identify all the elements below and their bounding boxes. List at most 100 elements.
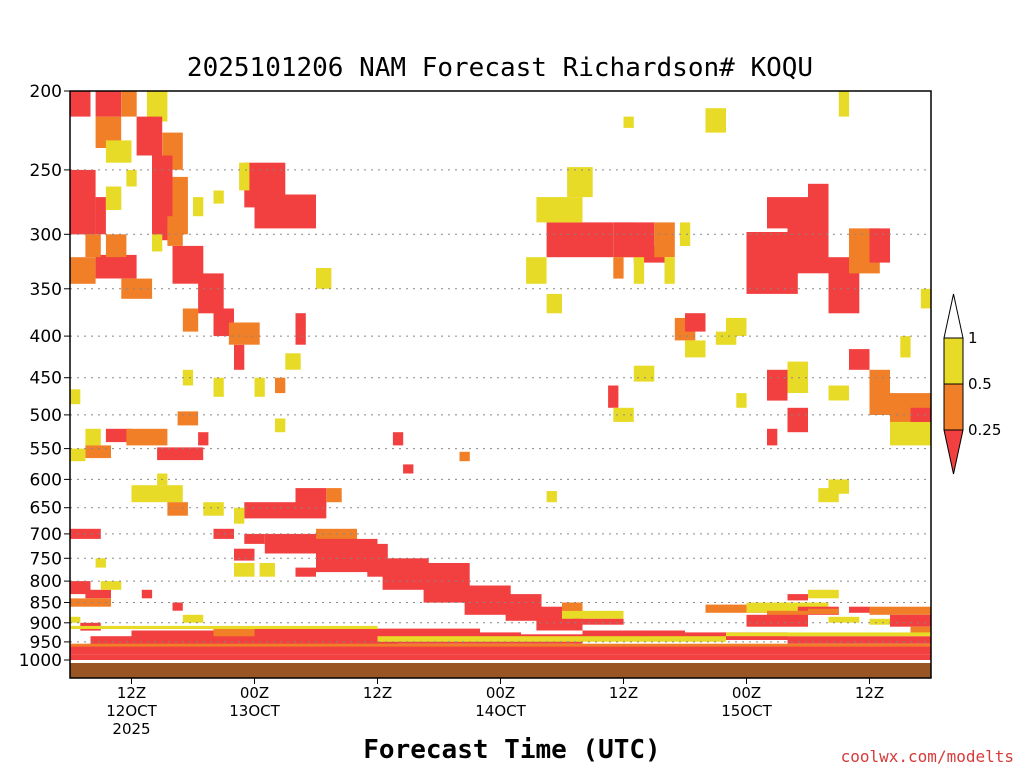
- x-tick-label: 14OCT: [475, 702, 526, 720]
- y-axis: 200 250 300 350 400 450 500 550 600 650 700 750 8008…: [19, 82, 70, 671]
- heatmap-cell: [85, 428, 101, 446]
- heatmap-cell: [526, 257, 547, 284]
- heatmap-cell: [193, 197, 204, 217]
- heatmap-cell: [95, 197, 106, 235]
- heatmap-cell: [608, 385, 619, 408]
- heatmap-cell: [198, 432, 209, 446]
- heatmap-cell: [70, 654, 931, 660]
- heatmap-cell: [85, 445, 111, 459]
- heatmap-cell: [582, 630, 685, 640]
- x-tick-label: 12Z: [363, 684, 392, 702]
- heatmap-cell: [295, 488, 327, 508]
- x-tick-label: 12Z: [855, 684, 884, 702]
- y-tick-label: 850: [30, 594, 62, 614]
- heatmap-cell: [105, 234, 127, 258]
- legend-swatch: [943, 293, 964, 339]
- heatmap-cell: [326, 488, 342, 503]
- x-tick-label: 12OCT: [106, 702, 157, 720]
- heatmap-cell: [70, 389, 81, 405]
- heatmap-cell: [70, 257, 96, 284]
- heatmap-cell: [746, 602, 829, 613]
- heatmap-cell: [85, 234, 101, 258]
- heatmap-cell: [536, 197, 583, 223]
- heatmap-cell: [767, 428, 778, 446]
- heatmap-cell: [546, 222, 614, 258]
- heatmap-cell: [70, 91, 91, 117]
- heatmap-cell: [70, 645, 931, 655]
- heatmap-cell: [567, 167, 593, 198]
- heatmap-cells: [70, 91, 932, 660]
- heatmap-cell: [392, 432, 404, 446]
- y-tick-label: 650: [30, 499, 62, 519]
- heatmap-cell: [126, 428, 168, 446]
- heatmap-cell: [152, 234, 163, 252]
- heatmap-cell: [664, 257, 675, 284]
- y-tick-label: 700: [30, 525, 62, 545]
- heatmap-cell: [182, 369, 194, 386]
- heatmap-cell: [95, 558, 106, 568]
- heatmap-cell: [679, 222, 691, 246]
- x-tick-label: 13OCT: [229, 702, 280, 720]
- heatmap-cell: [239, 162, 250, 191]
- heatmap-cell: [633, 257, 645, 284]
- legend-label: 0.25: [968, 421, 1001, 439]
- y-tick-label: 500: [30, 406, 62, 426]
- y-tick-label: 450: [30, 369, 62, 389]
- heatmap-cell: [254, 628, 480, 640]
- heatmap-cell: [746, 614, 808, 627]
- heatmap-cell: [869, 618, 890, 625]
- x-tick-label: 00Z: [240, 684, 269, 702]
- heatmap-cell: [910, 626, 931, 635]
- heatmap-cell: [228, 322, 260, 345]
- heatmap-cell: [705, 604, 767, 613]
- x-axis-label: Forecast Time (UTC): [363, 735, 660, 765]
- heatmap-cell: [295, 313, 306, 345]
- heatmap-cell: [70, 169, 96, 235]
- heatmap-cell: [70, 598, 111, 607]
- heatmap-cell: [234, 507, 245, 524]
- color-legend: 1 0.5 0.25: [943, 293, 1001, 475]
- y-tick-label: 300: [30, 225, 62, 245]
- heatmap-cell: [459, 451, 470, 462]
- heatmap-cell: [126, 169, 137, 187]
- x-tick-label: 00Z: [732, 684, 761, 702]
- heatmap-cell: [90, 636, 193, 646]
- heatmap-cell: [767, 197, 808, 229]
- heatmap-cell: [70, 643, 931, 647]
- x-tick-label: 00Z: [486, 684, 515, 702]
- heatmap-cell: [787, 361, 808, 393]
- y-tick-label: 1000: [19, 651, 62, 671]
- heatmap-cell: [254, 194, 316, 229]
- heatmap-cell: [869, 369, 890, 415]
- y-tick-label: 600: [30, 470, 62, 490]
- heatmap-cell: [849, 349, 870, 370]
- heatmap-cell: [423, 563, 470, 603]
- heatmap-cell: [275, 418, 286, 433]
- legend-swatch: [943, 337, 964, 385]
- heatmap-cell: [613, 257, 624, 279]
- heatmap-cell: [213, 190, 224, 204]
- heatmap-cell: [177, 411, 199, 426]
- heatmap-cell: [234, 548, 255, 561]
- heatmap-cell: [70, 581, 91, 595]
- heatmap-cell: [828, 385, 849, 401]
- y-tick-label: 800: [30, 572, 62, 592]
- heatmap-cell: [152, 155, 173, 241]
- heatmap-cell: [828, 616, 860, 623]
- heatmap-cell: [890, 614, 931, 627]
- heatmap-cell: [767, 369, 788, 401]
- heatmap-cell: [146, 91, 168, 122]
- heatmap-cell: [213, 377, 224, 397]
- heatmap-cell: [141, 589, 153, 599]
- heatmap-cell: [213, 528, 234, 539]
- x-tick-label: 15OCT: [721, 702, 772, 720]
- y-tick-label: 350: [30, 280, 62, 300]
- heatmap-cell: [136, 116, 163, 156]
- heatmap-cell: [95, 91, 122, 117]
- heatmap-cell: [316, 268, 332, 289]
- heatmap-cell: [377, 636, 726, 642]
- heatmap-cell: [869, 228, 890, 263]
- heatmap-cell: [464, 585, 511, 615]
- heatmap-cell: [546, 491, 557, 503]
